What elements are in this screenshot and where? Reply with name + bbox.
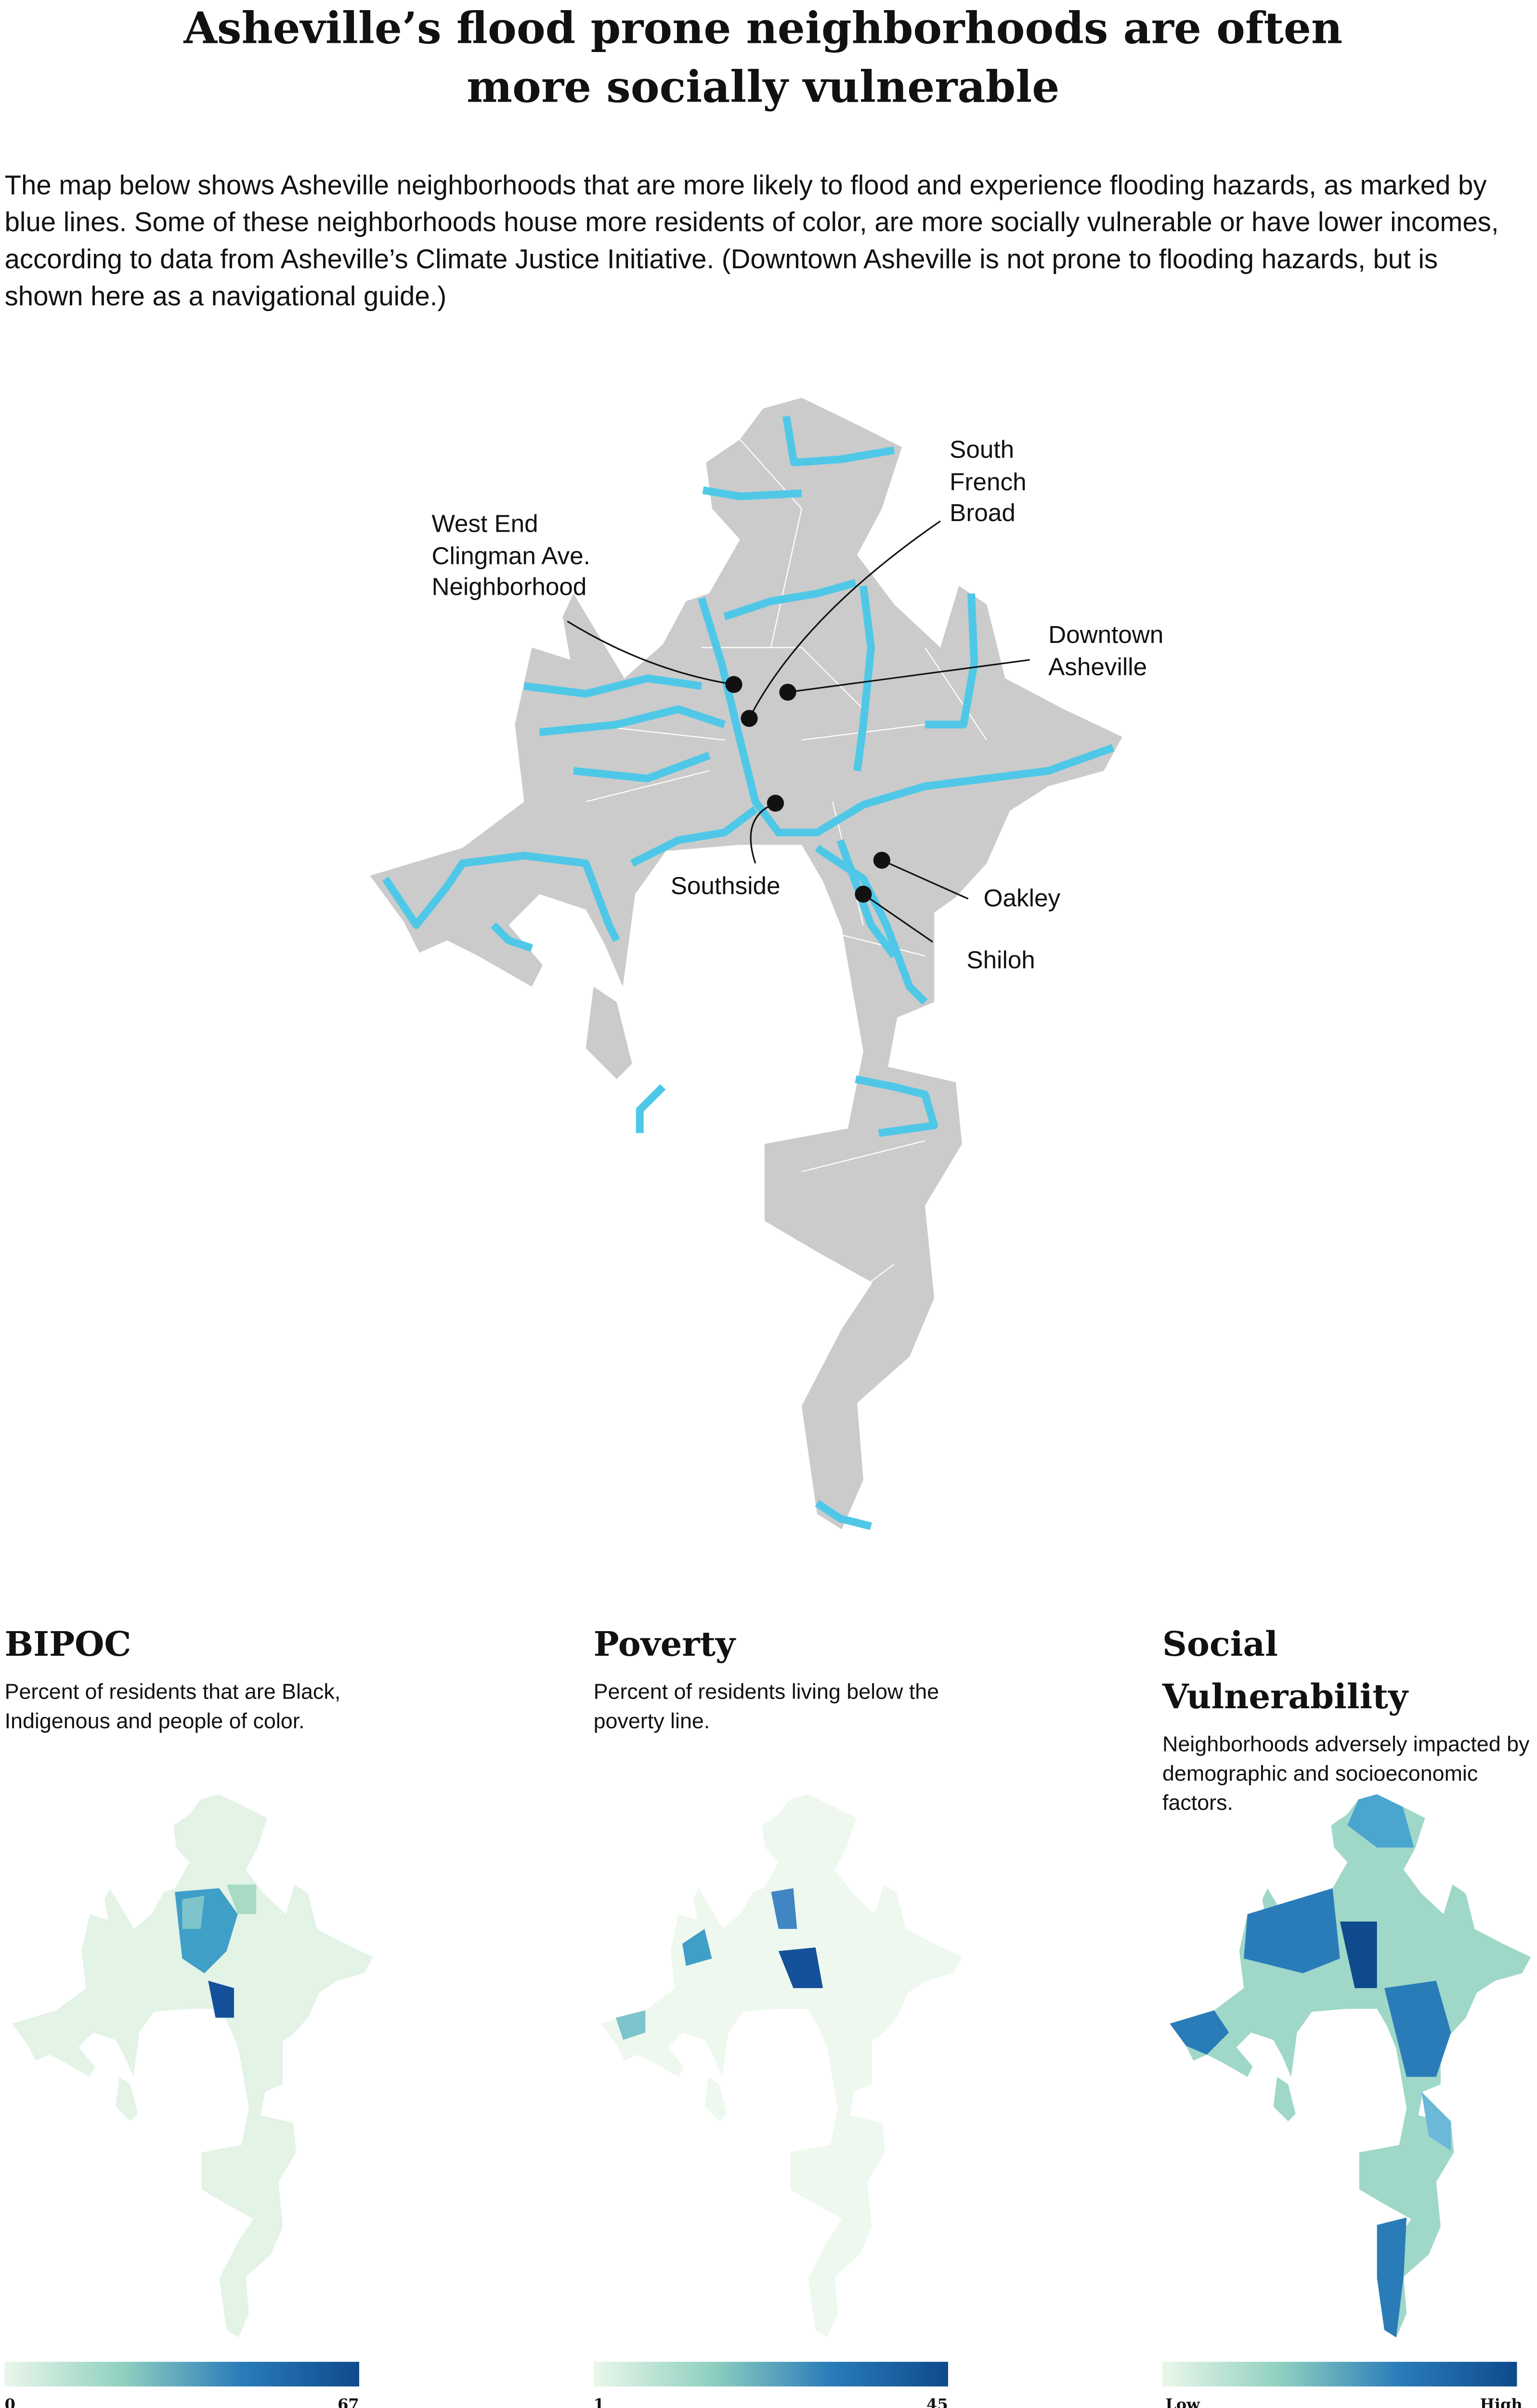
marker bbox=[725, 676, 742, 693]
legend-max: High bbox=[1480, 2397, 1523, 2408]
panel-title: Poverty bbox=[593, 1624, 736, 1665]
legend-max: 67 bbox=[338, 2397, 359, 2408]
label-line: Neighborhood bbox=[431, 575, 587, 602]
marker bbox=[855, 886, 872, 903]
label-line: Clingman Ave. bbox=[431, 543, 590, 570]
map-label: Southside bbox=[671, 873, 781, 904]
leader-lines bbox=[567, 520, 1030, 943]
legend-bar bbox=[1162, 2362, 1517, 2387]
bipoc-map bbox=[12, 1794, 373, 2338]
legend-max: 45 bbox=[926, 2397, 948, 2408]
label-line: West End bbox=[431, 511, 538, 538]
panel-description: Percent of residents that are Black, Ind… bbox=[4, 1678, 341, 1733]
legend-min: 0 bbox=[4, 2397, 15, 2408]
panel-description: Percent of residents living below the po… bbox=[593, 1678, 939, 1733]
panel-title: Social Vulnerability bbox=[1162, 1624, 1408, 1718]
legend-min: Low bbox=[1165, 2397, 1200, 2408]
poverty-map bbox=[600, 1794, 962, 2338]
markers bbox=[725, 676, 890, 903]
map-label: Downtown Asheville bbox=[1048, 621, 1163, 684]
intro-text: The map below shows Asheville neighborho… bbox=[4, 170, 1499, 312]
label-line: Downtown bbox=[1048, 623, 1164, 649]
label-line: Southside bbox=[670, 874, 781, 901]
marker bbox=[779, 683, 796, 701]
panel-description: Neighborhoods adversely impacted by demo… bbox=[1162, 1731, 1530, 1815]
map-label: Shiloh bbox=[966, 946, 1035, 978]
legend-bar bbox=[593, 2362, 948, 2387]
poverty-panel: Poverty Percent of residents living belo… bbox=[593, 1619, 964, 2408]
marker bbox=[873, 851, 890, 869]
marker bbox=[767, 795, 784, 812]
title: Asheville’s flood prone neighborhoods ar… bbox=[183, 3, 1343, 113]
map-label: South French Broad bbox=[950, 436, 1026, 531]
label-line: Broad bbox=[950, 501, 1016, 527]
marker bbox=[741, 710, 758, 727]
vulnerability-panel: Social Vulnerability Neighborhoods adver… bbox=[1162, 1619, 1532, 2408]
label-line: South bbox=[950, 438, 1015, 464]
label-line: Shiloh bbox=[966, 948, 1035, 975]
legend-bar bbox=[4, 2362, 359, 2387]
label-line: French bbox=[950, 469, 1027, 496]
map-label: Oakley bbox=[984, 885, 1060, 916]
legend-min: 1 bbox=[593, 2397, 604, 2408]
flood-lines bbox=[382, 415, 1115, 1530]
label-line: Oakley bbox=[983, 886, 1061, 913]
bipoc-panel: BIPOC Percent of residents that are Blac… bbox=[4, 1619, 375, 2408]
flood-map bbox=[370, 397, 1122, 1530]
panel-title: BIPOC bbox=[4, 1624, 131, 1665]
vulnerability-map bbox=[1170, 1794, 1531, 2338]
map-label: West End Clingman Ave. Neighborhood bbox=[431, 510, 590, 605]
label-line: Asheville bbox=[1048, 654, 1147, 681]
